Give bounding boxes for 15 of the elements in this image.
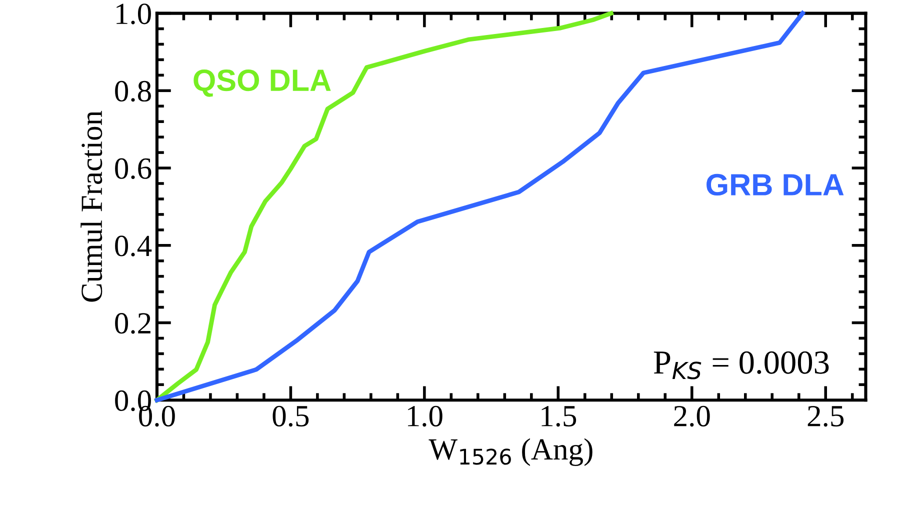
x-tick-label: 2.0: [674, 406, 710, 427]
x-tick-label: 1.5: [542, 406, 576, 427]
x-tick-label: 0.5: [272, 406, 309, 427]
y-tick-label: 0.6: [115, 158, 152, 180]
series-label: QSO DLA: [194, 69, 331, 97]
y-tick-label: 0.4: [115, 236, 152, 256]
y-tick-label: 0.8: [115, 80, 151, 102]
x-tick-label: 2.5: [808, 406, 844, 427]
y-tick-label: 1.0: [116, 4, 151, 24]
text: GRB DLA: [706, 174, 844, 196]
y-axis-title: Cumul Fraction: [80, 110, 102, 302]
x-axis-title: W$_{1526}$ (Ang): [428, 438, 592, 466]
y-tick-label: 0.2: [115, 313, 150, 334]
annotation: P$_{KS}$ = 0.0003: [654, 351, 829, 380]
x-tick-label: 1.0: [408, 406, 442, 427]
